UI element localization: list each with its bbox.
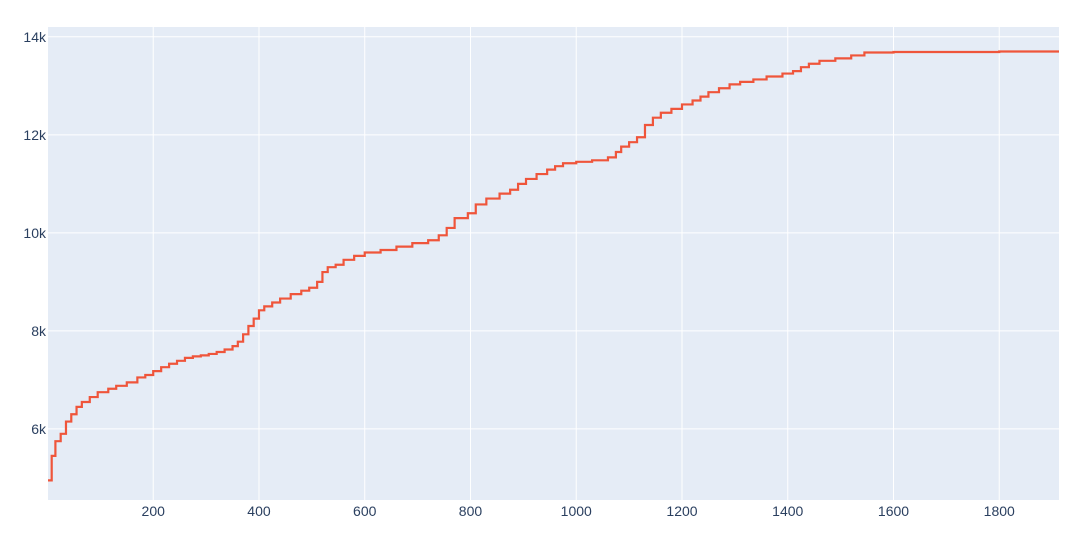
- x-tick-label: 800: [459, 503, 483, 519]
- x-tick-label: 1600: [878, 503, 909, 519]
- x-tick-labels: 200 400 600 800 1000 1200 1400 1600 1800: [142, 503, 1015, 519]
- y-tick-label: 8k: [31, 323, 47, 339]
- y-tick-label: 10k: [23, 225, 47, 241]
- x-tick-label: 1400: [772, 503, 803, 519]
- y-tick-label: 6k: [31, 421, 47, 437]
- plot-background: [48, 27, 1059, 500]
- x-gridlines: [152, 27, 1000, 500]
- x-tick-label: 600: [353, 503, 377, 519]
- series-line: [48, 50, 1059, 482]
- x-tick-label: 1200: [666, 503, 697, 519]
- x-tick-label: 200: [142, 503, 166, 519]
- y-tick-label: 14k: [23, 29, 47, 45]
- x-tick-label: 400: [247, 503, 271, 519]
- x-tick-label: 1000: [561, 503, 592, 519]
- y-tick-label: 12k: [23, 127, 47, 143]
- series-layer: [48, 50, 1059, 482]
- y-tick-labels: 6k 8k 10k 12k 14k: [23, 29, 47, 437]
- x-tick-label: 1800: [984, 503, 1015, 519]
- y-gridlines: [48, 36, 1059, 430]
